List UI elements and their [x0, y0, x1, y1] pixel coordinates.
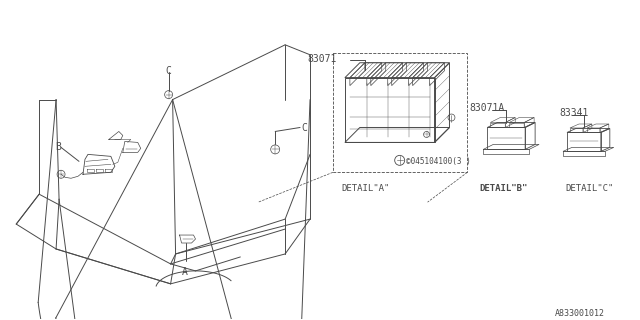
Text: 83071: 83071	[307, 54, 337, 64]
Text: DETAIL"C": DETAIL"C"	[565, 184, 613, 193]
Text: B: B	[55, 142, 61, 152]
Text: C: C	[301, 124, 307, 133]
Text: DETAIL"A": DETAIL"A"	[341, 184, 389, 193]
Text: A833001012: A833001012	[555, 309, 605, 318]
Text: C: C	[166, 66, 172, 76]
Text: ©045104100(3 ): ©045104100(3 )	[406, 157, 470, 166]
Text: 83071A: 83071A	[469, 103, 505, 113]
Text: A: A	[182, 267, 188, 277]
Text: DETAIL"B": DETAIL"B"	[479, 184, 528, 193]
Text: 83341: 83341	[559, 108, 588, 117]
